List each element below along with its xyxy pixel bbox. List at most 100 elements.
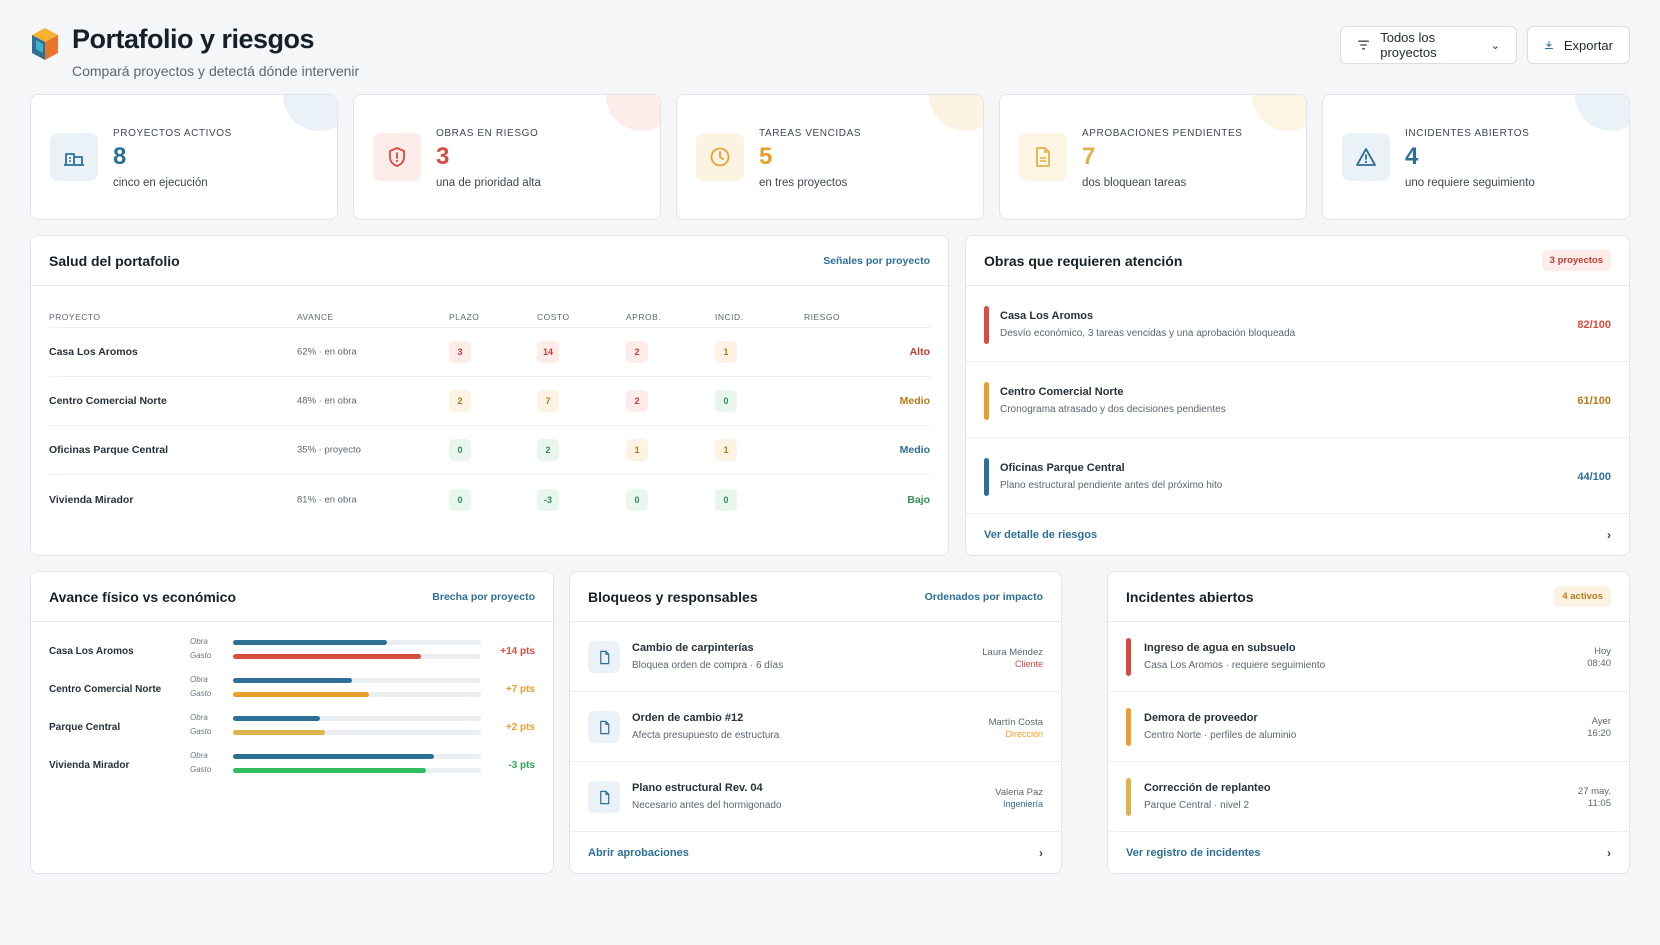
gasto-label: Gasto [190,651,212,660]
severity-bar [1126,778,1131,816]
gasto-progress-track [233,692,481,697]
incident-description: Centro Norte · perfiles de aluminio [1144,730,1297,741]
document-icon [599,650,609,664]
download-icon [1544,40,1553,50]
document-icon [599,790,609,804]
attention-item[interactable]: Casa Los Aromos Desvío económico, 3 tarea… [966,286,1629,362]
costo-signal-chip: 7 [537,390,559,412]
incid-signal-chip: 1 [715,439,737,461]
project-filter-button[interactable]: Todos los proyectos ⌄ [1340,26,1517,64]
aprob-signal-chip: 1 [626,439,648,461]
kpi-cards: PROYECTOS ACTIVOS 8 cinco en ejecución OBRA… [30,94,1630,220]
attention-item[interactable]: Centro Comercial Norte Cronograma atrasad… [966,362,1629,438]
kpi-value: 8 [113,143,127,170]
risk-level: Alto [909,346,930,358]
risk-score: 44/100 [1577,471,1611,483]
project-progress: 62% · en obra [297,346,357,358]
progress-gap: +7 pts [505,684,535,695]
table-row[interactable]: Vivienda Mirador 81% · en obra 0 -3 0 0 Bajo [49,475,930,524]
incident-title: Demora de proveedor [1144,712,1258,724]
kpi-value: 7 [1082,143,1096,170]
table-row[interactable]: Casa Los Aromos 62% · en obra 3 14 2 1 Alto [49,328,930,377]
chevron-right-icon: › [1607,527,1611,542]
table-header-row: PROYECTO AVANCE PLAZO COSTO APROB. INCID. RIES… [49,286,930,328]
document-icon [599,720,609,734]
attention-projects-list: Casa Los Aromos Desvío económico, 3 tarea… [966,286,1629,514]
view-risk-detail-link[interactable]: Ver detalle de riesgos › [966,514,1629,555]
aprob-signal-chip: 2 [626,390,648,412]
project-name: Casa Los Aromos [49,346,138,358]
table-row[interactable]: Centro Comercial Norte 48% · en obra 2 7 2 0 M… [49,377,930,426]
incident-log-link[interactable]: Ver registro de incidentes › [1108,832,1629,873]
blocker-item[interactable]: Orden de cambio #12 Afecta presupuesto de… [570,692,1061,762]
risk-score: 82/100 [1577,319,1611,331]
open-approvals-link[interactable]: Abrir aprobaciones › [570,832,1061,873]
blocker-title: Orden de cambio #12 [632,712,744,724]
progress-vs-cost-panel: Avance físico vs económico Brecha por pr… [30,571,554,874]
aprob-signal-chip: 2 [626,341,648,363]
progress-gap: -3 pts [508,760,535,771]
blocker-item[interactable]: Cambio de carpinterías Bloquea orden de c… [570,622,1061,692]
project-name: Oficinas Parque Central [49,444,169,456]
sorted-by-impact-link[interactable]: Ordenados por impacto [924,590,1043,603]
risk-score: 61/100 [1577,395,1611,407]
kpi-icon-box [696,133,744,181]
obra-progress-fill [233,754,434,759]
obra-progress-track [233,716,481,721]
incident-hour: 08:40 [1587,658,1611,669]
kpi-card: OBRAS EN RIESGO 3 una de prioridad alta [353,94,661,220]
export-button[interactable]: Exportar [1527,26,1630,64]
obra-progress-track [233,640,481,645]
incident-hour: 16:20 [1587,728,1611,739]
blocker-icon-box [588,641,620,673]
obra-label: Obra [190,637,208,646]
progress-vs-cost-title: Avance físico vs económico [49,588,236,605]
blocker-item[interactable]: Plano estructural Rev. 04 Necesario antes… [570,762,1061,832]
obra-progress-fill [233,640,387,645]
progress-gap: +14 pts [500,646,535,657]
chevron-down-icon: ⌄ [1490,39,1500,52]
incidents-list: Ingreso de agua en subsuelo Casa Los Arom… [1108,622,1629,832]
column-header: APROB. [626,312,662,322]
incident-date: 27 may. [1577,786,1611,797]
app-logo-icon [32,28,58,60]
kpi-subtext: en tres proyectos [759,177,848,189]
progress-row: Parque Central Obra Gasto +2 pts [49,711,535,745]
blocker-icon-box [588,781,620,813]
incident-item[interactable]: Demora de proveedor Centro Norte · perfil… [1108,692,1629,762]
incident-time: 27 may. 11:05 [1578,786,1611,810]
aprob-signal-chip: 0 [626,488,648,511]
kpi-label: APROBACIONES PENDIENTES [1082,128,1243,139]
blocker-description: Necesario antes del hormigonado [632,800,782,811]
progress-gap: +2 pts [505,722,535,733]
incident-item[interactable]: Corrección de replanteo Parque Central · … [1108,762,1629,832]
card-decoration [606,95,660,131]
card-decoration [929,95,983,131]
warning-triangle-icon [1356,148,1376,166]
attention-description: Cronograma atrasado y dos decisiones pen… [1000,404,1226,415]
attention-projects-panel: Obras que requieren atención 3 proyectos… [965,235,1630,556]
costo-signal-chip: 14 [537,341,559,363]
attention-item[interactable]: Oficinas Parque Central Plano estructural… [966,438,1629,514]
table-row[interactable]: Oficinas Parque Central 35% · proyecto 0 2 1… [49,426,930,475]
incident-item[interactable]: Ingreso de agua en subsuelo Casa Los Arom… [1108,622,1629,692]
severity-bar [1126,708,1131,746]
progress-project-name: Vivienda Mirador [49,760,130,771]
kpi-subtext: cinco en ejecución [113,177,208,189]
card-decoration [1252,95,1306,131]
page-subtitle: Compará proyectos y detectá dónde interv… [72,63,360,79]
column-header: PROYECTO [49,312,101,322]
blocker-title: Cambio de carpinterías [632,642,754,654]
incident-title: Corrección de replanteo [1144,782,1271,794]
gasto-progress-fill [233,730,325,735]
card-decoration [1575,95,1629,131]
risk-level: Medio [899,444,930,456]
gap-by-project-link[interactable]: Brecha por proyecto [432,590,535,603]
kpi-card: INCIDENTES ABIERTOS 4 uno requiere seguimi… [1322,94,1630,220]
obra-label: Obra [190,675,208,684]
obra-progress-track [233,678,481,683]
signals-by-project-link[interactable]: Señales por proyecto [823,254,930,267]
gasto-progress-fill [233,768,427,773]
plazo-signal-chip: 2 [449,390,471,412]
costo-signal-chip: 2 [537,439,559,461]
